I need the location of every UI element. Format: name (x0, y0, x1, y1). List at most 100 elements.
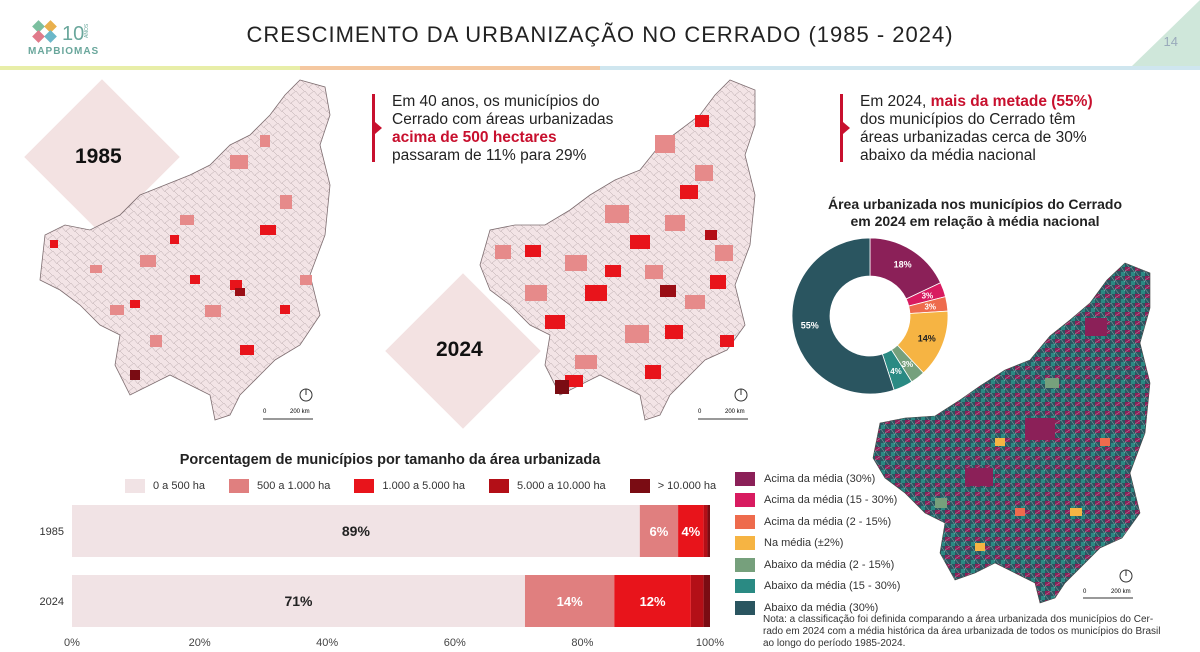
bar-legend-swatch (629, 479, 650, 493)
legend-media-swatch (735, 514, 755, 529)
callout-right-prefix: Em 2024, (860, 93, 931, 110)
year-label-1985: 1985 (75, 145, 122, 168)
bar-data-label-1985-2: 4% (681, 524, 700, 539)
donut-label-5: 4% (890, 367, 902, 376)
bar-legend-swatch (354, 479, 375, 493)
bar-segment-1985-3 (703, 505, 708, 557)
bar-legend-item: 500 a 1.000 ha (229, 478, 330, 494)
bar-legend-label: 1.000 a 5.000 ha (382, 480, 465, 492)
legend-media-swatch (735, 557, 755, 572)
bar-category-label-1985: 1985 (40, 526, 64, 538)
bar-legend-swatch (488, 479, 509, 493)
scale-200-media: 200 km (1111, 589, 1131, 595)
page-title: CRESCIMENTO DA URBANIZAÇÃO NO CERRADO (1… (246, 22, 954, 47)
callout-left: Em 40 anos, os municípios do Cerrado com… (392, 93, 613, 165)
cerrado-map-1985: 0 200 km (39, 79, 331, 421)
legend-media-label: Na média (±2%) (764, 537, 844, 550)
bar-category-label-2024: 2024 (40, 596, 64, 608)
donut-label-6: 55% (801, 321, 819, 331)
donut-chart: 18%3%3%14%3%4%55% (791, 237, 949, 395)
donut-title: Área urbanizada nos municípios do Cerrad… (800, 196, 1150, 230)
footnote-line2: rado em 2024 com a média histórica da ár… (763, 626, 1161, 637)
bar-legend-item: 0 a 500 ha (125, 478, 205, 494)
top-bar-segment-3 (600, 66, 1200, 70)
scale-200-2024: 200 km (725, 409, 745, 415)
legend-media-swatch (735, 579, 755, 594)
top-bar-segment-1 (0, 66, 300, 70)
bar-legend-item: > 10.000 ha (629, 478, 716, 494)
legend-media-nacional: Acima da média (30%) Acima da média (15 -… (735, 468, 900, 619)
callout-right: Em 2024, mais da metade (55%) dos municí… (860, 93, 1093, 165)
legend-media-label: Abaixo da média (2 - 15%) (764, 558, 895, 571)
legend-media-item: Acima da média (30%) (735, 468, 900, 490)
brand-name: MAPBIOMAS (28, 46, 100, 57)
year-label-2024: 2024 (436, 338, 483, 361)
callout-left-highlight: acima de 500 hectares (392, 129, 557, 146)
x-tick-label: 80% (571, 637, 593, 649)
bar-segment-2024-0 (72, 575, 525, 627)
mapbiomas-logo: 10 ANOS (32, 20, 90, 45)
bar-segment-2024-4 (703, 575, 710, 627)
legend-media-item: Abaixo da média (30%) (735, 597, 900, 619)
callout-left-line4: passaram de 11% para 29% (392, 147, 587, 164)
scale-200-1985: 200 km (290, 409, 310, 415)
legend-media-label: Acima da média (30%) (764, 472, 876, 485)
legend-media-swatch (735, 536, 755, 551)
callout-left-arrow-icon (375, 122, 382, 134)
bar-segment-2024-2 (614, 575, 691, 627)
north-arrow-icon-2024 (734, 388, 748, 402)
footnote-line1: Nota: a classificação foi definida compa… (763, 614, 1154, 625)
bar-data-label-2024-2: 12% (640, 594, 666, 609)
donut-title-line1: Área urbanizada nos municípios do Cerrad… (827, 196, 1123, 212)
callout-left-line1: Em 40 anos, os municípios do (392, 93, 600, 110)
logo-number: 10 (62, 23, 84, 45)
footnote: Nota: a classificação foi definida compa… (763, 614, 1193, 650)
north-arrow-icon-media (1119, 569, 1133, 583)
x-tick-label: 100% (696, 637, 724, 649)
bar-legend-label: 0 a 500 ha (153, 480, 205, 492)
legend-media-item: Acima da média (15 - 30%) (735, 490, 900, 512)
bar-segment-1985-0 (72, 505, 640, 557)
x-tick-label: 0% (64, 637, 80, 649)
page-corner (1132, 0, 1200, 66)
callout-right-bar (840, 94, 843, 162)
legend-media-swatch (735, 493, 755, 508)
x-tick-label: 60% (444, 637, 466, 649)
bar-legend-swatch (229, 479, 249, 493)
legend-media-item: Na média (±2%) (735, 533, 900, 555)
donut-label-3: 14% (918, 333, 936, 343)
bar-data-label-2024-1: 14% (557, 594, 583, 609)
legend-media-label: Abaixo da média (15 - 30%) (764, 580, 901, 593)
legend-media-item: Abaixo da média (15 - 30%) (735, 576, 900, 598)
page-number: 14 (1163, 34, 1178, 49)
x-tick-label: 20% (189, 637, 211, 649)
callout-right-line3: áreas urbanizadas cerca de 30% (860, 129, 1087, 146)
legend-media-label: Acima da média (15 - 30%) (764, 494, 898, 507)
callout-left-bar (372, 94, 375, 162)
donut-label-2: 3% (924, 302, 936, 311)
logo-anos: ANOS (84, 23, 90, 38)
donut-label-4: 3% (902, 360, 914, 369)
bar-data-label-1985-0: 89% (342, 523, 371, 539)
bar-legend-item: 1.000 a 5.000 ha (354, 478, 465, 494)
bar-segment-1985-2 (678, 505, 704, 557)
top-bar-segment-2 (300, 66, 600, 70)
legend-media-swatch (735, 600, 755, 615)
bar-legend-swatch (125, 479, 145, 493)
scale-zero-1985: 0 (263, 409, 267, 415)
cerrado-map-2024: 0 200 km (479, 79, 756, 421)
donut-slice-6 (791, 237, 895, 395)
bar-chart: 1985 89% 6% 4% 2024 71% 14% 12% 0% 20% 40% 60% 80% 10… (40, 505, 724, 649)
legend-media-label: Abaixo da média (30%) (764, 601, 879, 614)
scale-zero-2024: 0 (698, 409, 702, 415)
logo-mark-icon (32, 20, 57, 43)
bar-legend-item: 5.000 a 10.000 ha (488, 478, 606, 494)
legend-media-swatch (735, 471, 755, 486)
scale-zero-media: 0 (1083, 589, 1087, 595)
callout-right-line2: dos municípios do Cerrado têm (860, 111, 1076, 128)
cerrado-map-media-nacional: 0 200 km (872, 262, 1151, 604)
x-tick-label: 40% (316, 637, 338, 649)
bar-legend-label: 5.000 a 10.000 ha (516, 480, 606, 492)
bar-segment-2024-3 (690, 575, 704, 627)
bar-data-label-2024-0: 71% (284, 593, 313, 609)
